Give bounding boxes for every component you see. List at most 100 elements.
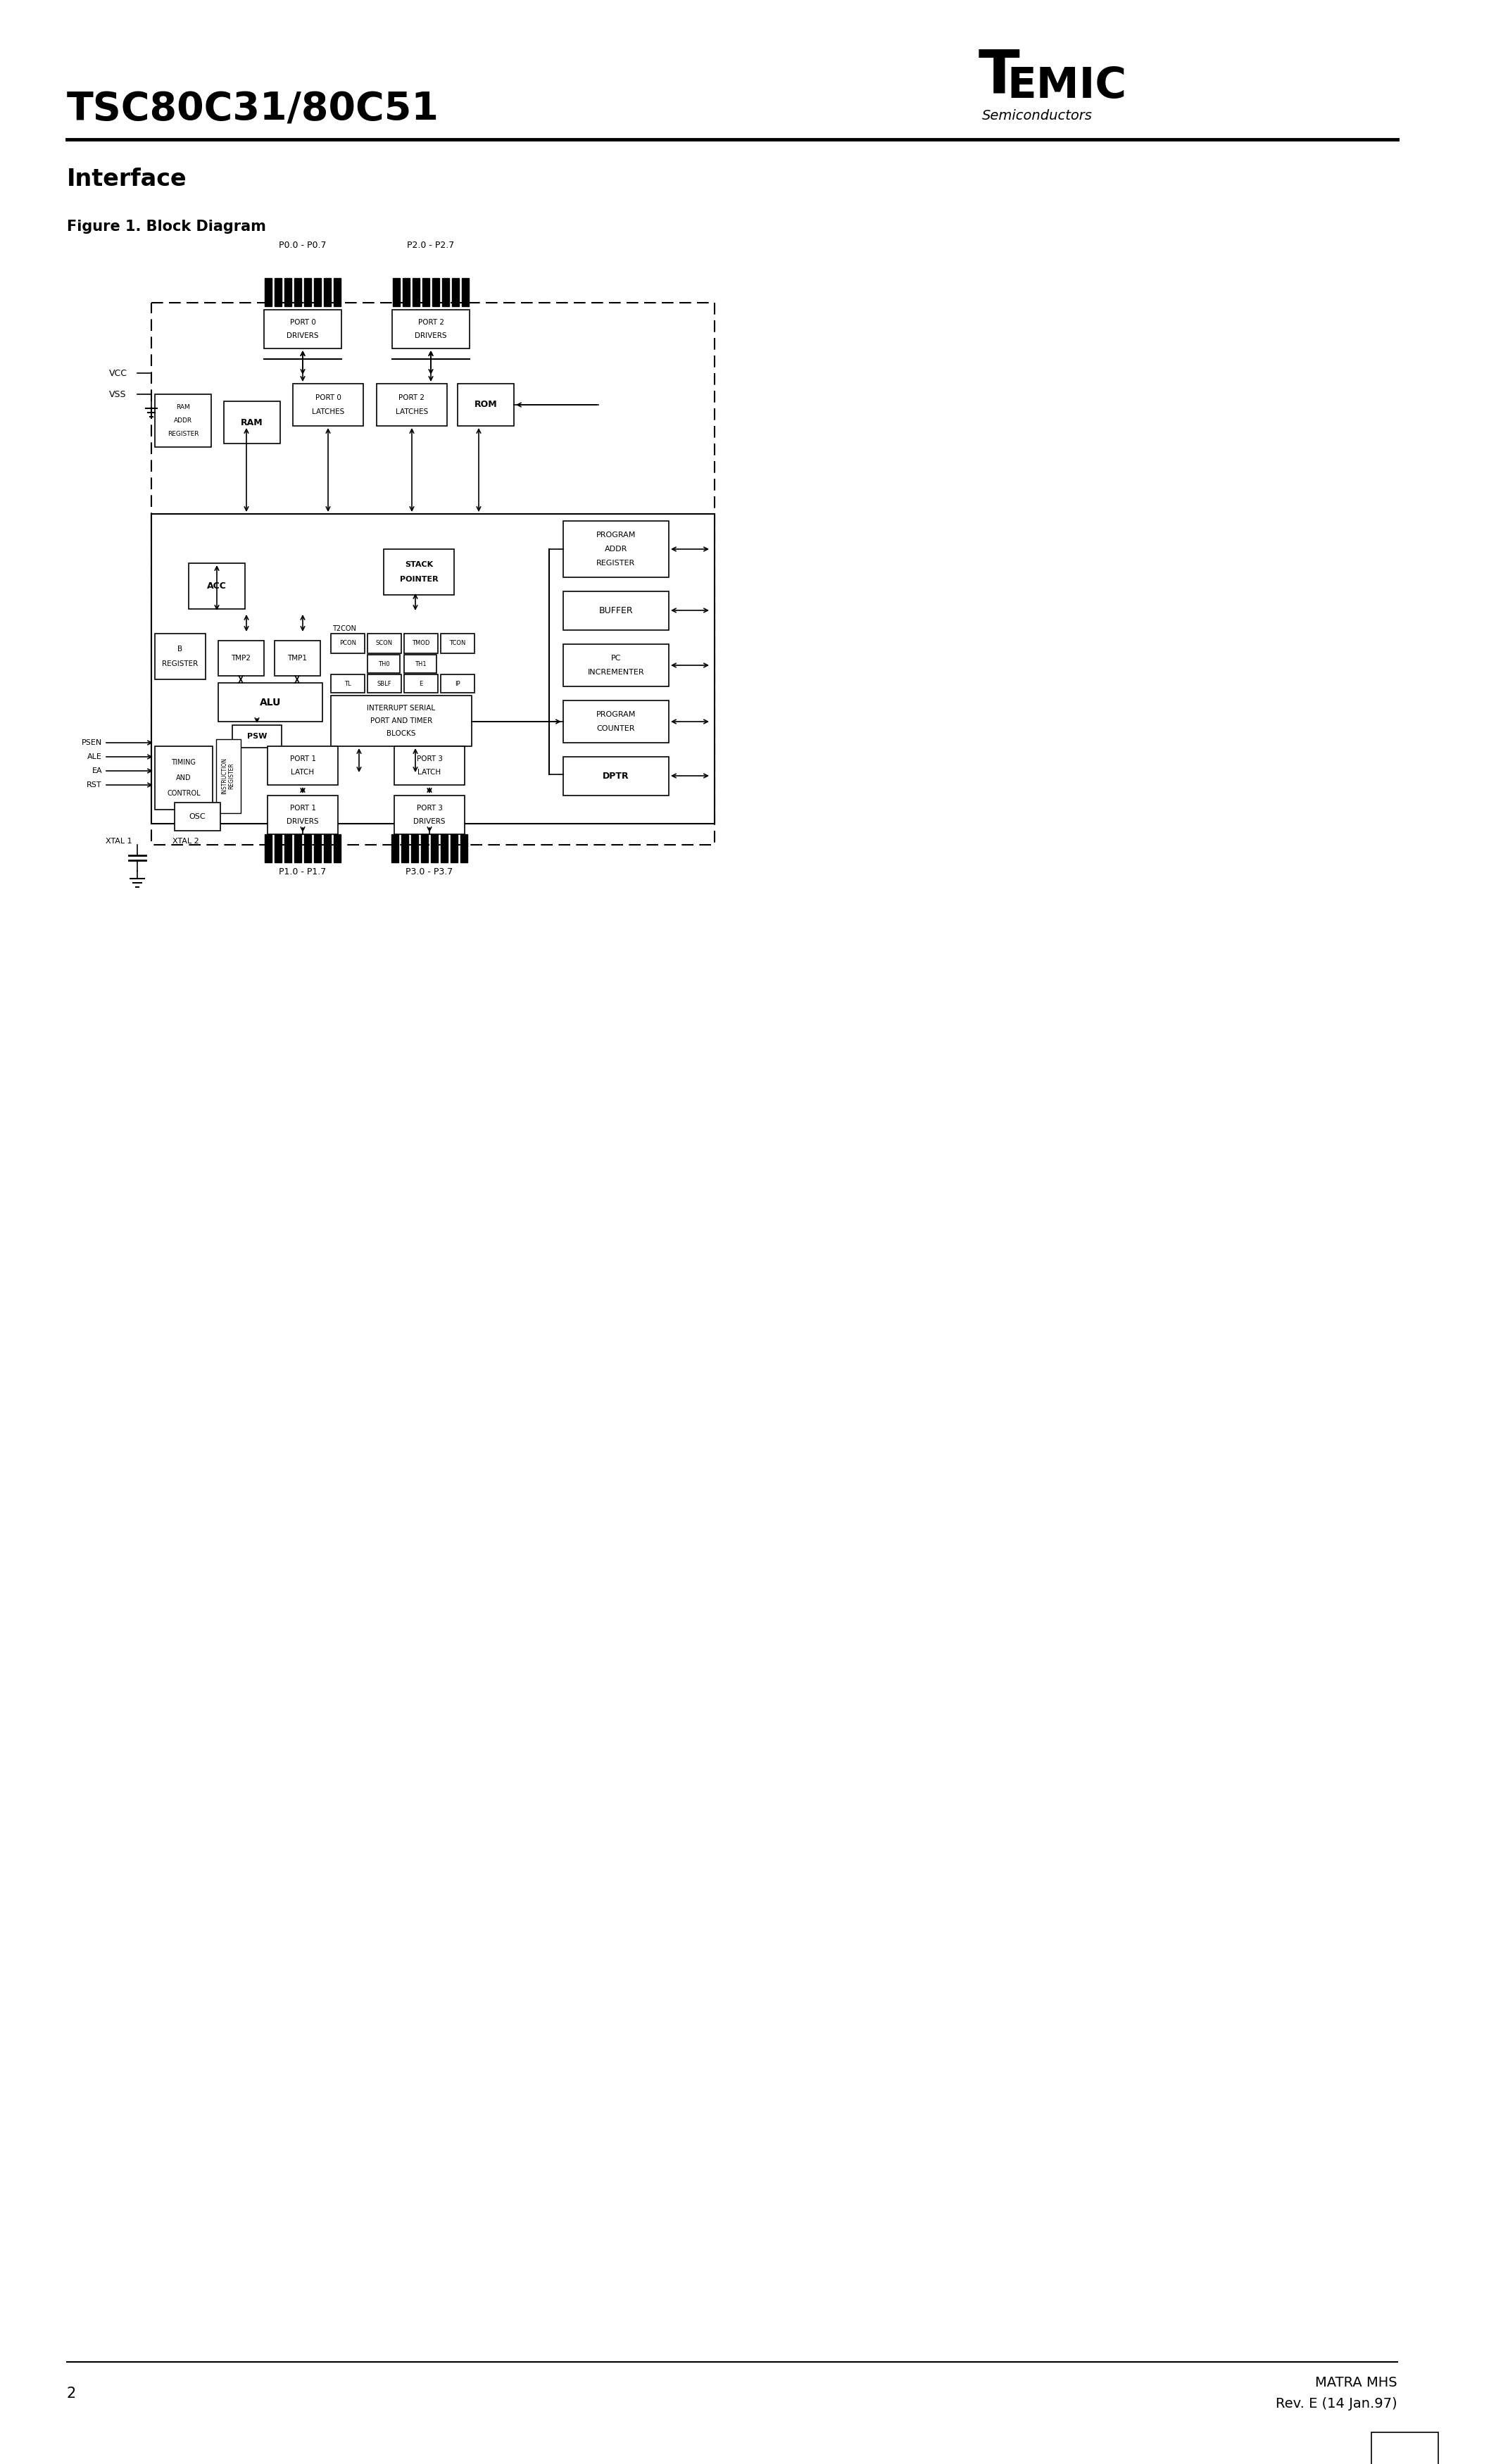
Bar bbox=[265, 278, 272, 306]
Bar bbox=[268, 796, 338, 835]
Bar bbox=[151, 303, 715, 845]
Text: DPTR: DPTR bbox=[603, 771, 630, 781]
Text: ADDR: ADDR bbox=[174, 416, 191, 424]
Bar bbox=[275, 278, 281, 306]
Bar bbox=[392, 835, 398, 862]
Text: VCC: VCC bbox=[109, 370, 127, 377]
Bar bbox=[334, 835, 341, 862]
Bar bbox=[562, 591, 669, 631]
Text: TSC80C31/80C51: TSC80C31/80C51 bbox=[67, 91, 440, 128]
Text: TCON: TCON bbox=[449, 641, 465, 646]
Bar bbox=[314, 835, 322, 862]
Bar bbox=[402, 278, 410, 306]
Bar bbox=[422, 278, 429, 306]
Bar bbox=[284, 278, 292, 306]
Text: TIMING: TIMING bbox=[172, 759, 196, 766]
Bar bbox=[377, 384, 447, 426]
Bar bbox=[265, 835, 272, 862]
Text: DRIVERS: DRIVERS bbox=[287, 333, 319, 340]
Bar bbox=[562, 520, 669, 577]
Text: PC: PC bbox=[610, 655, 621, 663]
Bar bbox=[458, 384, 515, 426]
Text: Figure 1. Block Diagram: Figure 1. Block Diagram bbox=[67, 219, 266, 234]
Bar bbox=[450, 835, 458, 862]
Text: T2CON: T2CON bbox=[332, 626, 356, 633]
Text: 2: 2 bbox=[67, 2388, 76, 2400]
Bar bbox=[562, 700, 669, 742]
Text: DRIVERS: DRIVERS bbox=[414, 333, 447, 340]
Bar bbox=[323, 278, 331, 306]
Bar bbox=[156, 747, 212, 811]
Bar bbox=[1372, 2432, 1438, 2464]
Text: RAM: RAM bbox=[177, 404, 190, 411]
Bar bbox=[188, 564, 245, 609]
Bar bbox=[401, 835, 408, 862]
Text: PORT AND TIMER: PORT AND TIMER bbox=[370, 717, 432, 724]
Bar bbox=[331, 695, 471, 747]
Bar bbox=[295, 278, 301, 306]
Text: REGISTER: REGISTER bbox=[168, 431, 199, 436]
Text: ACC: ACC bbox=[206, 582, 227, 591]
Text: XTAL 1: XTAL 1 bbox=[106, 838, 132, 845]
Text: SCON: SCON bbox=[375, 641, 393, 646]
Bar bbox=[392, 310, 470, 347]
Text: TMOD: TMOD bbox=[411, 641, 429, 646]
Text: T: T bbox=[978, 47, 1020, 106]
Text: LATCH: LATCH bbox=[417, 769, 441, 776]
Bar bbox=[404, 633, 438, 653]
Text: TL: TL bbox=[344, 680, 352, 687]
Bar bbox=[295, 835, 301, 862]
Bar bbox=[323, 835, 331, 862]
Text: XTAL 2: XTAL 2 bbox=[172, 838, 199, 845]
Bar bbox=[368, 675, 401, 692]
Bar bbox=[431, 835, 438, 862]
Bar bbox=[232, 724, 281, 747]
Text: ROM: ROM bbox=[474, 399, 497, 409]
Bar bbox=[395, 796, 465, 835]
Bar bbox=[441, 675, 474, 692]
Text: LATCHES: LATCHES bbox=[395, 409, 428, 416]
Bar bbox=[420, 835, 428, 862]
Bar bbox=[275, 835, 281, 862]
Text: TMP1: TMP1 bbox=[287, 655, 307, 663]
Text: Interface: Interface bbox=[67, 168, 187, 192]
Text: PORT 2: PORT 2 bbox=[399, 394, 425, 402]
Text: INCREMENTER: INCREMENTER bbox=[588, 668, 645, 675]
Text: PROGRAM: PROGRAM bbox=[595, 712, 636, 717]
Bar bbox=[368, 655, 399, 673]
Text: PROGRAM: PROGRAM bbox=[595, 532, 636, 540]
Text: ALE: ALE bbox=[87, 754, 102, 761]
Text: COUNTER: COUNTER bbox=[597, 724, 636, 732]
Text: PCON: PCON bbox=[340, 641, 356, 646]
Text: REGISTER: REGISTER bbox=[162, 660, 199, 668]
Bar bbox=[441, 633, 474, 653]
Bar bbox=[331, 675, 365, 692]
Text: EA: EA bbox=[91, 766, 102, 774]
Bar bbox=[383, 549, 455, 594]
Text: SBLF: SBLF bbox=[377, 680, 392, 687]
Text: PORT 3: PORT 3 bbox=[416, 756, 443, 764]
Bar bbox=[304, 835, 311, 862]
Bar bbox=[304, 278, 311, 306]
Text: PORT 1: PORT 1 bbox=[290, 806, 316, 813]
Text: IP: IP bbox=[455, 680, 461, 687]
Bar bbox=[334, 278, 341, 306]
Text: PORT 3: PORT 3 bbox=[416, 806, 443, 813]
Text: RST: RST bbox=[87, 781, 102, 788]
Text: BLOCKS: BLOCKS bbox=[386, 729, 416, 737]
Bar bbox=[413, 278, 419, 306]
Bar bbox=[411, 835, 419, 862]
Text: DRIVERS: DRIVERS bbox=[287, 818, 319, 825]
Text: P2.0 - P2.7: P2.0 - P2.7 bbox=[407, 241, 455, 249]
Bar bbox=[331, 633, 365, 653]
Text: DRIVERS: DRIVERS bbox=[413, 818, 446, 825]
Text: PSEN: PSEN bbox=[81, 739, 102, 747]
Text: OSC: OSC bbox=[188, 813, 205, 821]
Text: MATRA MHS: MATRA MHS bbox=[1315, 2375, 1397, 2390]
Bar bbox=[275, 641, 320, 675]
Bar bbox=[218, 641, 263, 675]
Text: P0.0 - P0.7: P0.0 - P0.7 bbox=[278, 241, 326, 249]
Bar bbox=[368, 633, 401, 653]
Text: LATCHES: LATCHES bbox=[311, 409, 344, 416]
Bar bbox=[432, 278, 440, 306]
